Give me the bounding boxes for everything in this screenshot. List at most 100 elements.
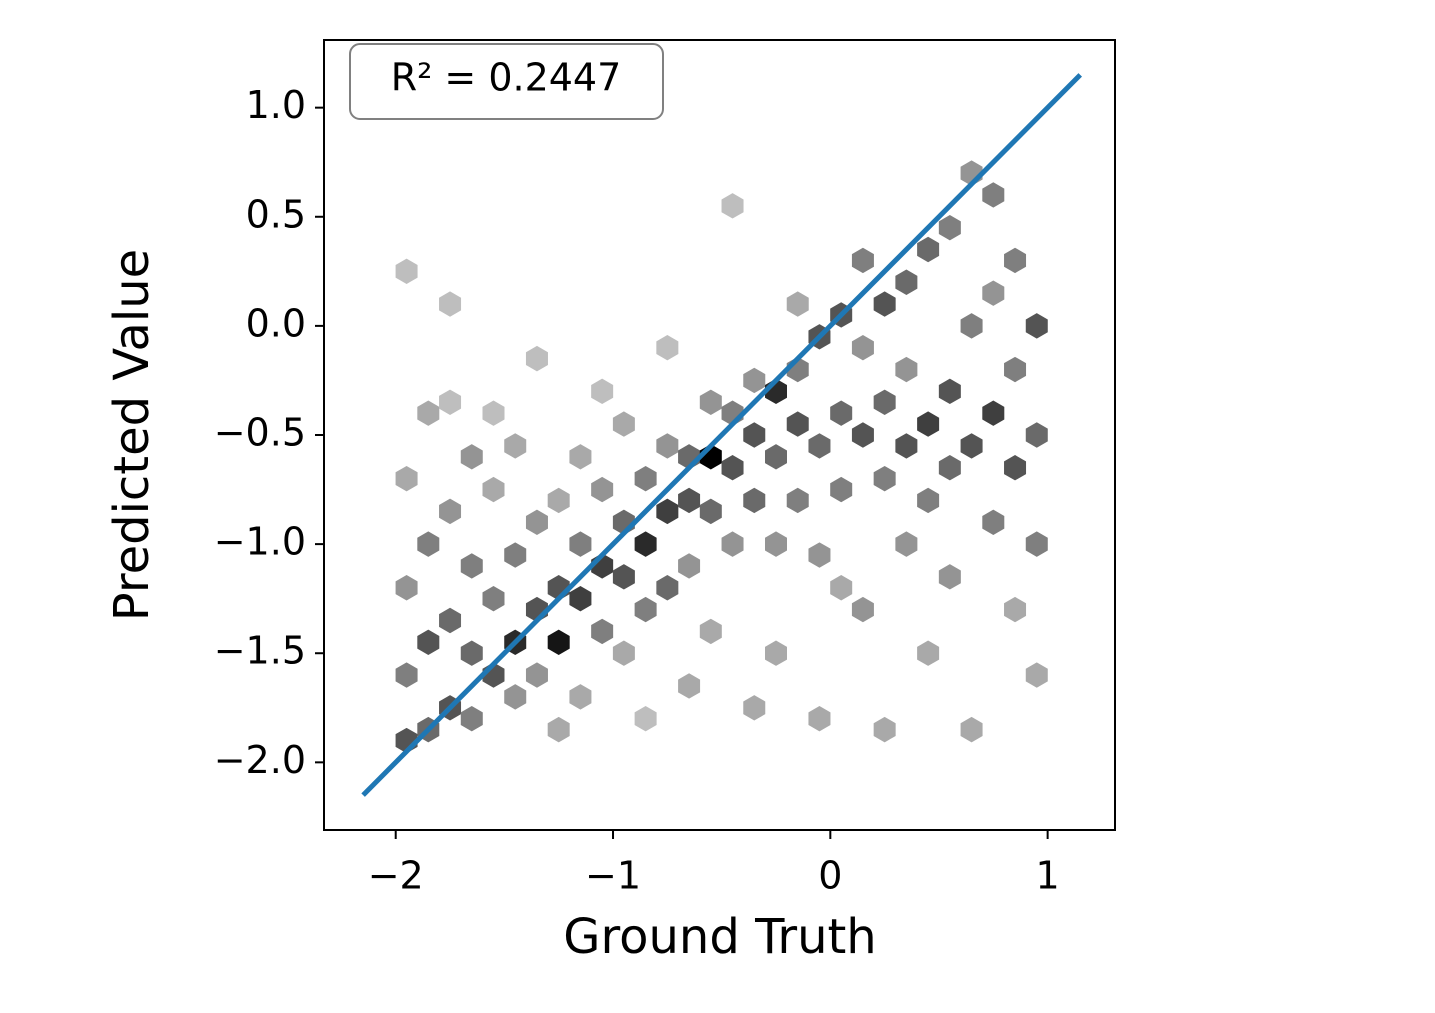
- hex-cell: [547, 487, 570, 514]
- hex-cell: [808, 542, 831, 568]
- hex-cell: [960, 716, 983, 743]
- y-tick-label: 0.5: [246, 192, 306, 236]
- hex-cell: [873, 716, 896, 743]
- hex-cell: [395, 258, 418, 285]
- hex-cell: [634, 465, 657, 492]
- hex-cell: [895, 433, 918, 459]
- hex-cell: [439, 389, 462, 415]
- hex-cell: [591, 378, 614, 405]
- hex-cell: [851, 335, 874, 361]
- hex-cell: [439, 291, 462, 317]
- hex-cell: [656, 335, 679, 361]
- hex-cell: [460, 444, 483, 470]
- hex-cell: [612, 411, 635, 437]
- hex-cell: [917, 640, 940, 666]
- hex-cell: [612, 640, 635, 666]
- hex-cell: [1025, 662, 1048, 688]
- hex-cell: [699, 618, 722, 645]
- hex-cell: [678, 487, 701, 514]
- hexbin-layer: [361, 73, 1083, 797]
- y-tick-label: 0.0: [246, 301, 306, 345]
- hex-cell: [417, 629, 440, 656]
- hex-cell: [525, 345, 548, 372]
- hex-cell: [395, 662, 418, 688]
- hex-cell: [743, 367, 766, 394]
- y-tick-label: −1.0: [214, 520, 306, 564]
- hex-cell: [830, 476, 853, 503]
- hex-cell: [873, 389, 896, 415]
- hex-cell: [786, 411, 809, 437]
- y-axis-label: Predicted Value: [104, 249, 160, 621]
- hex-cell: [721, 193, 744, 219]
- hex-cell: [982, 509, 1005, 535]
- hex-cell: [1025, 422, 1048, 448]
- hex-cell: [721, 531, 744, 557]
- hex-cell: [656, 498, 679, 525]
- hex-cell: [743, 422, 766, 448]
- hex-cell: [439, 607, 462, 634]
- hex-cell: [938, 455, 961, 481]
- hex-cell: [830, 400, 853, 426]
- hex-cell: [612, 564, 635, 590]
- hex-cell: [851, 422, 874, 448]
- hex-cell: [721, 455, 744, 481]
- x-tick-label: −1: [585, 854, 641, 898]
- hex-cell: [1025, 531, 1048, 557]
- y-tick-label: −2.0: [214, 738, 306, 782]
- hex-cell: [982, 400, 1005, 426]
- fit-line: [361, 73, 1083, 797]
- x-tick-label: 1: [1036, 854, 1060, 898]
- hex-cell: [1025, 313, 1048, 339]
- hex-cell: [938, 214, 961, 241]
- hex-cell: [917, 411, 940, 437]
- hex-cell: [743, 695, 766, 721]
- hex-cell: [525, 509, 548, 535]
- hex-cell: [917, 487, 940, 514]
- hex-cell: [1004, 596, 1027, 623]
- hex-cell: [591, 476, 614, 503]
- hex-cell: [938, 564, 961, 590]
- hex-cell: [439, 498, 462, 525]
- hex-cell: [656, 575, 679, 601]
- hex-cell: [786, 291, 809, 317]
- hex-cell: [982, 280, 1005, 306]
- hex-cell: [504, 684, 527, 710]
- hex-cell: [569, 585, 592, 612]
- hex-cell: [851, 596, 874, 623]
- hex-cell: [547, 629, 570, 656]
- hex-cell: [482, 585, 505, 612]
- hex-cell: [1004, 455, 1027, 481]
- x-tick-label: −2: [368, 854, 424, 898]
- hex-cell: [1004, 247, 1027, 274]
- hex-cell: [895, 356, 918, 383]
- hex-cell: [569, 444, 592, 470]
- y-tick-label: −0.5: [214, 411, 306, 455]
- hex-cell: [895, 531, 918, 557]
- hex-cell: [765, 444, 787, 470]
- hex-cell: [917, 236, 940, 263]
- hex-cell: [504, 433, 527, 459]
- hex-cell: [504, 542, 527, 568]
- hex-cell: [982, 182, 1005, 208]
- hex-cell: [743, 487, 766, 514]
- hex-cell: [460, 706, 483, 732]
- annotation: R² = 0.2447: [391, 56, 622, 100]
- hex-cell: [765, 640, 787, 666]
- hex-cell: [634, 596, 657, 623]
- hex-cell: [417, 531, 440, 557]
- hex-cell: [482, 400, 505, 426]
- hex-cell: [656, 433, 679, 459]
- y-tick-label: 1.0: [246, 83, 306, 127]
- hex-cell: [547, 716, 570, 743]
- hex-cell: [873, 465, 896, 492]
- hex-cell: [569, 684, 592, 710]
- hex-cell: [808, 433, 831, 459]
- hex-cell: [1004, 356, 1027, 383]
- y-tick-label: −1.5: [214, 629, 306, 673]
- hex-cell: [960, 313, 983, 339]
- hex-cell: [460, 553, 483, 579]
- hex-cell: [938, 378, 961, 405]
- hex-cell: [895, 269, 918, 295]
- hex-cell: [525, 662, 548, 688]
- x-axis-label: Ground Truth: [563, 909, 876, 965]
